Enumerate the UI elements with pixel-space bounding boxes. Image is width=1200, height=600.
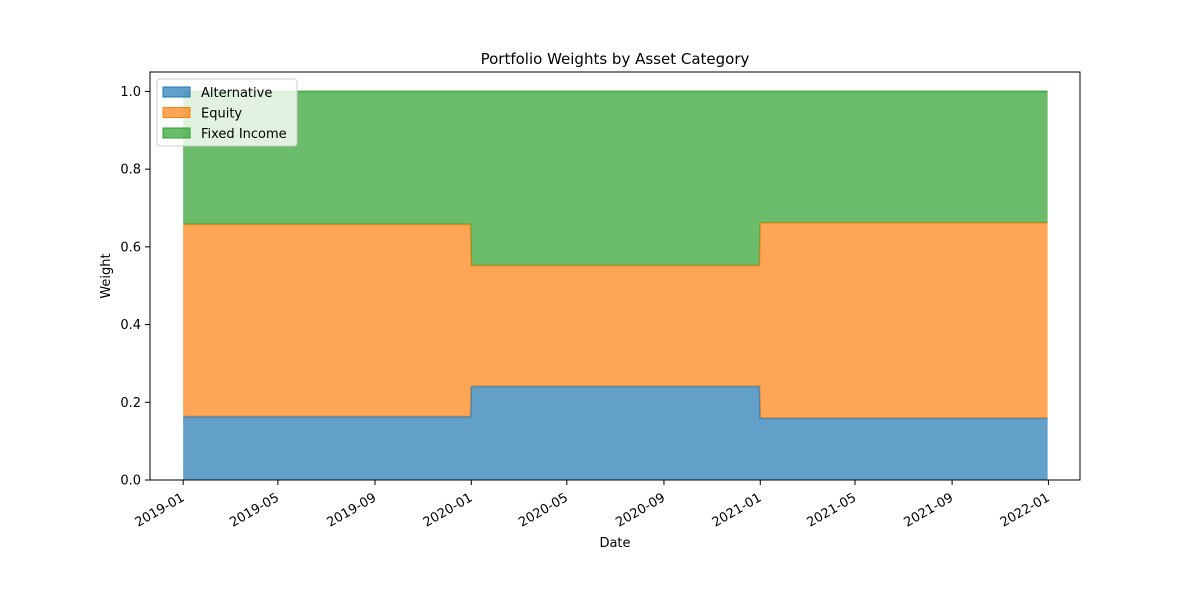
y-tick-label: 0.6 bbox=[120, 240, 141, 255]
y-tick-label: 0.0 bbox=[120, 474, 141, 489]
legend-box bbox=[156, 78, 298, 147]
x-axis-label: Date bbox=[599, 536, 630, 551]
area-fixed-income bbox=[183, 91, 1048, 266]
legend-swatch-alternative bbox=[162, 86, 191, 98]
legend-label-alternative: Alternative bbox=[201, 86, 272, 101]
legend-label-equity: Equity bbox=[201, 107, 242, 122]
y-tick-label: 0.2 bbox=[120, 396, 141, 411]
legend-label-fixed-income: Fixed Income bbox=[201, 127, 287, 142]
legend: Alternative Equity Fixed Income bbox=[156, 78, 298, 147]
area-equity bbox=[183, 222, 1048, 419]
y-tick-label: 1.0 bbox=[120, 85, 141, 100]
plot-frame bbox=[149, 71, 1081, 481]
y-tick-label: 0.8 bbox=[120, 163, 141, 178]
legend-swatch-fixed-income bbox=[162, 127, 191, 139]
areas-layer bbox=[183, 90, 1048, 480]
legend-swatch-equity bbox=[162, 107, 191, 118]
y-axis: 0.0 0.2 0.4 0.6 0.8 1.0 bbox=[120, 85, 150, 489]
area-alternative bbox=[183, 386, 1048, 480]
y-axis-label: Weight bbox=[99, 253, 114, 298]
y-tick-label: 0.4 bbox=[120, 318, 141, 333]
chart-title: Portfolio Weights by Asset Category bbox=[481, 50, 750, 68]
